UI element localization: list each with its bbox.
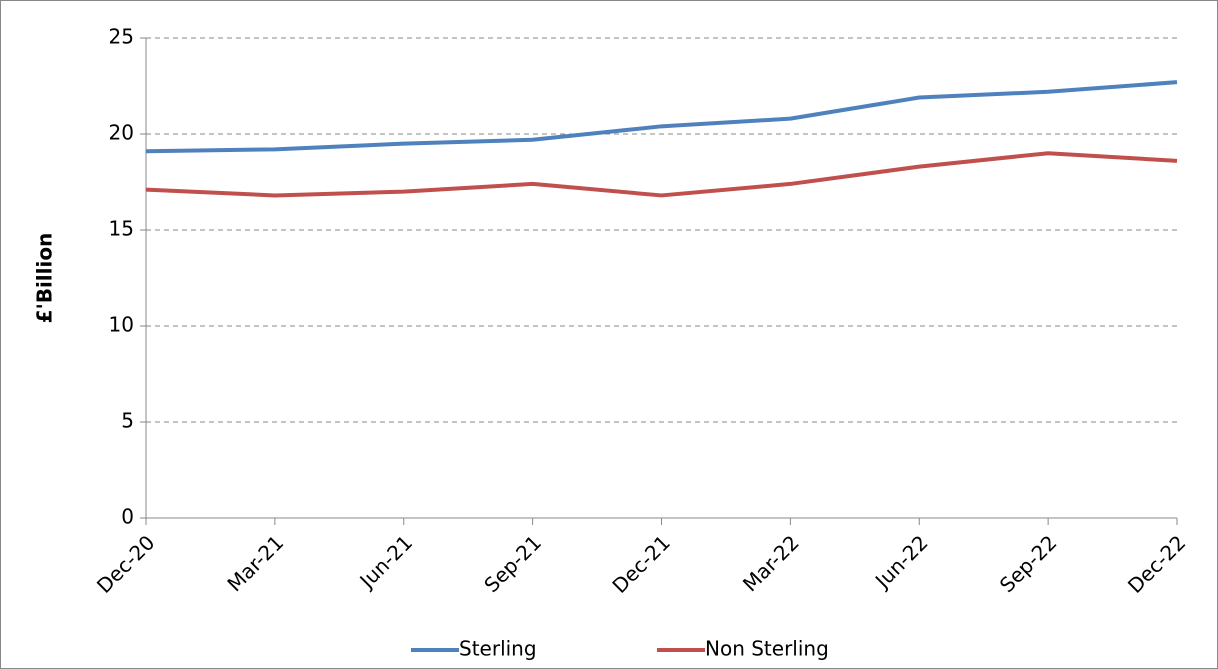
series-line	[145, 151, 1178, 198]
series-line	[145, 80, 1178, 154]
y-tick-label: 10	[109, 313, 134, 337]
y-tick-label: 20	[109, 121, 134, 145]
y-tick-label: 15	[109, 217, 134, 241]
y-tick-label: 0	[121, 505, 134, 529]
legend-label: Sterling	[459, 637, 537, 661]
y-tick-label: 5	[121, 409, 134, 433]
y-tick-label: 25	[109, 25, 134, 49]
legend-label: Non Sterling	[705, 637, 829, 661]
y-axis-label: £'Billion	[33, 233, 57, 324]
